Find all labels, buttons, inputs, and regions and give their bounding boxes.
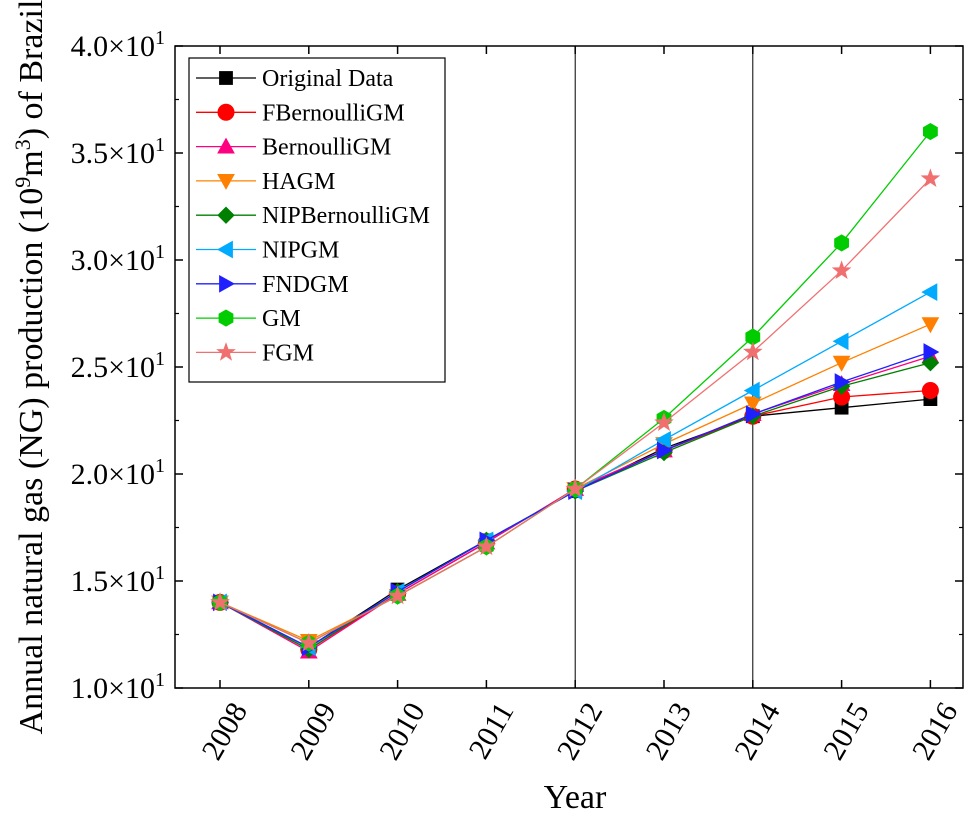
legend-label: FNDGM xyxy=(262,272,349,298)
y-axis-title-mid: m xyxy=(13,150,50,176)
data-point xyxy=(921,382,939,400)
legend-marker xyxy=(219,274,236,293)
data-point xyxy=(565,478,586,498)
x-axis-title: Year xyxy=(544,779,607,816)
legend-marker xyxy=(217,174,235,190)
y-tick-label: 4.0×101 xyxy=(71,27,165,63)
legend-marker xyxy=(216,240,233,259)
legend-marker xyxy=(216,342,236,361)
x-tick-label: 2009 xyxy=(284,697,343,765)
data-point xyxy=(920,168,941,187)
data-point xyxy=(745,405,762,423)
y-axis-title-main: Annual natural gas (NG) production (10 xyxy=(13,188,50,735)
data-point xyxy=(657,441,674,460)
y-tick-label: 2.0×101 xyxy=(71,455,165,491)
data-point xyxy=(832,332,849,351)
legend-label: FGM xyxy=(262,340,314,366)
legend-item: BernoulliGM xyxy=(196,135,391,161)
data-point xyxy=(832,355,851,372)
legend: Original Data FBernoulliGM BernoulliGM HAGM… xyxy=(188,57,446,383)
legend-item: FGM xyxy=(196,340,314,366)
data-point xyxy=(831,260,852,279)
legend-item: GM xyxy=(196,306,301,332)
legend-box xyxy=(188,57,446,383)
y-tick-label: 2.5×101 xyxy=(71,348,165,384)
data-point xyxy=(654,412,674,432)
legend-marker xyxy=(217,137,235,154)
data-point xyxy=(921,317,940,334)
legend-item: NIPGM xyxy=(196,238,339,264)
data-point xyxy=(476,536,497,556)
legend-item: FBernoulliGM xyxy=(196,100,405,126)
y-axis-title-end: ) of Brazil xyxy=(13,0,50,139)
x-tick-label: 2016 xyxy=(906,697,965,765)
legend-item: NIPBernoulliGM xyxy=(196,203,430,229)
legend-item: HAGM xyxy=(196,169,335,195)
legend-item: FNDGM xyxy=(196,272,349,298)
y-tick-label: 3.0×101 xyxy=(71,241,165,277)
x-tick-label: 2010 xyxy=(373,697,432,765)
data-point xyxy=(654,430,671,449)
data-point xyxy=(299,632,319,652)
data-point xyxy=(834,234,849,252)
legend-marker xyxy=(219,71,233,85)
data-point xyxy=(743,381,760,400)
legend-marker xyxy=(217,103,235,121)
legend-label: HAGM xyxy=(262,169,335,195)
x-tick-label: 2011 xyxy=(462,697,520,765)
data-point xyxy=(921,283,938,301)
data-point xyxy=(923,343,940,361)
y-axis-title-sup1: 9 xyxy=(10,177,35,188)
y-tick-label: 3.5×101 xyxy=(71,134,165,170)
y-tick-label: 1.0×101 xyxy=(71,669,165,705)
legend-label: NIPGM xyxy=(262,238,339,264)
legend-label: BernoulliGM xyxy=(262,135,391,161)
y-tick-label: 1.5×101 xyxy=(71,562,165,598)
data-point xyxy=(742,341,763,361)
legend-label: Original Data xyxy=(262,66,394,92)
data-point xyxy=(210,592,230,611)
legend-item: Original Data xyxy=(196,66,394,92)
data-point xyxy=(834,373,851,391)
legend-marker xyxy=(218,309,234,327)
data-point xyxy=(923,123,938,141)
legend-label: GM xyxy=(262,306,301,332)
x-tick-label: 2014 xyxy=(728,697,787,765)
series-fgm xyxy=(210,168,941,652)
x-tick-label: 2015 xyxy=(817,697,876,765)
y-axis-title: Annual natural gas (NG) production (109m… xyxy=(10,0,51,734)
x-tick-label: 2012 xyxy=(551,697,610,765)
data-point xyxy=(743,396,762,413)
legend-label: NIPBernoulliGM xyxy=(262,203,430,229)
x-tick-label: 2008 xyxy=(195,697,254,765)
data-point xyxy=(387,585,408,605)
y-axis-title-sup2: 3 xyxy=(10,139,35,150)
x-tick-label: 2013 xyxy=(639,697,698,765)
legend-marker xyxy=(217,206,235,224)
legend-label: FBernoulliGM xyxy=(262,100,405,126)
